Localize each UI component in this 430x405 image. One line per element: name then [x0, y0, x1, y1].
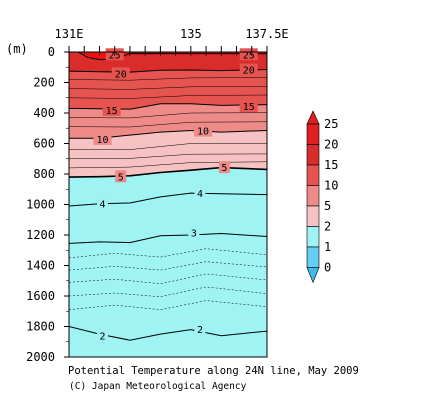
contour-label-bg [115, 170, 127, 183]
colorbar-top-arrow [306, 110, 320, 125]
y-tick-label: 1200 [26, 228, 55, 242]
contour-label: 25 [243, 50, 255, 61]
y-tick-label: 1000 [26, 198, 55, 212]
colorbar-tick-label: 10 [324, 179, 338, 193]
contour-label: 20 [243, 66, 255, 77]
contour-label-bg [239, 48, 258, 61]
contour-label-bg [218, 161, 230, 174]
y-tick-label: 1800 [26, 320, 55, 334]
contour-label: 10 [197, 127, 209, 138]
y-tick-label: 600 [33, 137, 55, 151]
y-tick-label: 1600 [26, 289, 55, 303]
contour-label-bg [97, 329, 109, 342]
minor-contour-line [69, 86, 267, 90]
y-tick-label: 200 [33, 76, 55, 90]
minor-contour-line [69, 153, 267, 160]
contour-label-bg [102, 103, 121, 116]
y-axis: 0 200 400 600 800 1000 1200 1400 1600 1800 2000 [26, 45, 69, 364]
colorbar-tick-label: 15 [324, 158, 338, 172]
colorbar-segment [306, 164, 320, 186]
x-tick-label: 137.5E [245, 27, 288, 41]
chart-title: Potential Temperature along 24N line, Ma… [68, 365, 359, 377]
y-tick-label: 400 [33, 106, 55, 120]
minor-contour-line [69, 112, 267, 119]
contour-label-bg [194, 187, 206, 200]
contour-label-bg [194, 124, 213, 137]
credit-line: (C) Japan Meteorological Agency [69, 381, 247, 392]
y-tick-label: 2000 [26, 350, 55, 364]
minor-contour-line [69, 121, 267, 128]
contour-label: 5 [221, 163, 227, 174]
y-tick-label: 0 [48, 45, 55, 59]
contour-label-bg [97, 197, 109, 210]
contour-line-20 [69, 69, 267, 73]
colorbar-segment [306, 123, 320, 145]
contour-label: 15 [243, 102, 255, 113]
contour-label-bg [188, 226, 200, 239]
colorbar-tick-label: 0 [324, 261, 331, 275]
contour-label: 2 [197, 325, 203, 336]
y-tick-label: 1400 [26, 259, 55, 273]
contour-label: 20 [115, 69, 127, 80]
contour-label-bg [93, 132, 112, 145]
x-axis: 131E 135 137.5E [55, 27, 289, 56]
colorbar-segment [306, 205, 320, 227]
contour-label-bg [239, 100, 258, 113]
contour-label: 10 [96, 135, 108, 146]
contour-label: 2 [99, 332, 105, 343]
contour-line-3 [69, 232, 267, 244]
contour-label: 4 [99, 200, 105, 211]
contour-label: 15 [106, 106, 118, 117]
colorbar-tick-label: 1 [324, 240, 331, 254]
colorbar-tick-label: 20 [324, 138, 338, 152]
minor-contour-line [69, 143, 267, 150]
contour-label: 3 [191, 229, 197, 240]
contour-label-bg [239, 63, 258, 76]
colorbar-tick-label: 25 [324, 117, 338, 131]
y-tick-label: 800 [33, 167, 55, 181]
colorbar-tick-label: 5 [324, 199, 331, 213]
colorbar-tick-label: 2 [324, 220, 331, 234]
minor-contour-line [69, 77, 267, 81]
contour-label-bg [111, 67, 130, 80]
x-tick-label: 131E [55, 27, 84, 41]
contour-label: 5 [118, 172, 124, 183]
colorbar-bottom-arrow [306, 267, 320, 284]
y-axis-unit-label: (m) [6, 42, 28, 56]
contour-line-15 [69, 103, 267, 110]
contour-label: 4 [197, 189, 203, 200]
x-tick-label: 135 [180, 27, 202, 41]
colorbar-segment [306, 144, 320, 166]
contour-label-bg [194, 322, 206, 335]
colorbar-segment [306, 185, 320, 207]
colorbar-segment [306, 226, 320, 248]
colorbar-segment [306, 246, 320, 268]
minor-contour-line [69, 94, 267, 99]
